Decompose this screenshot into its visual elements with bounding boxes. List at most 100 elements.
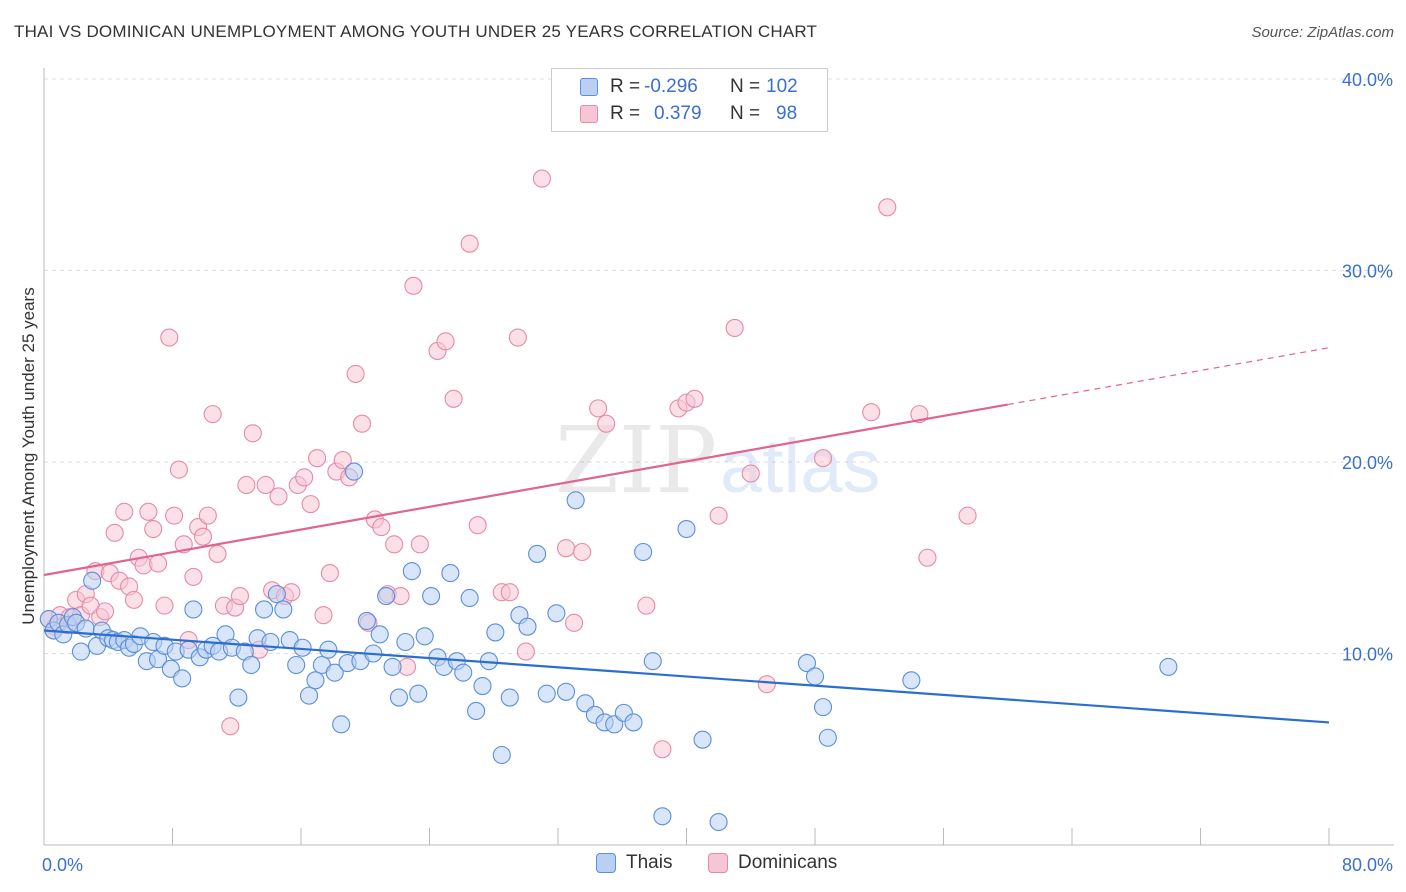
data-point bbox=[709, 812, 728, 832]
data-point bbox=[274, 600, 293, 619]
data-point bbox=[287, 655, 306, 675]
data-point bbox=[565, 613, 584, 632]
data-point bbox=[685, 389, 704, 408]
data-point bbox=[537, 684, 556, 703]
data-point bbox=[797, 654, 817, 673]
stats-row-thais: R = -0.296 N = 102 bbox=[552, 74, 827, 100]
data-point bbox=[634, 542, 653, 562]
trend-line-dominicans bbox=[43, 403, 1008, 577]
data-point bbox=[508, 328, 527, 347]
grid-lines bbox=[44, 78, 1394, 654]
data-point bbox=[468, 516, 487, 535]
legend-item-dominicans[interactable]: Dominicans bbox=[708, 852, 837, 874]
data-point bbox=[396, 632, 415, 652]
y-tick-label: 40.0% bbox=[1342, 70, 1393, 90]
stats-swatch-thais bbox=[580, 78, 598, 96]
data-point bbox=[352, 414, 372, 433]
data-point bbox=[314, 606, 333, 625]
data-point bbox=[385, 535, 404, 554]
data-point bbox=[237, 475, 256, 495]
data-point bbox=[160, 328, 179, 347]
data-point bbox=[105, 523, 124, 542]
data-point bbox=[115, 502, 134, 521]
data-point bbox=[139, 502, 158, 521]
tick-labels: 10.0% 20.0% 30.0% 40.0% 0.0% 80.0% bbox=[42, 70, 1393, 875]
data-point bbox=[643, 652, 662, 671]
data-point bbox=[473, 677, 492, 696]
data-point bbox=[242, 655, 261, 675]
data-point bbox=[184, 600, 203, 619]
data-point bbox=[124, 590, 143, 609]
data-point bbox=[653, 807, 672, 826]
data-point bbox=[677, 519, 696, 539]
data-point bbox=[83, 571, 102, 590]
data-point bbox=[165, 506, 184, 525]
legend-item-thais[interactable]: Thais bbox=[596, 852, 672, 874]
trend-line-dominicans-extension bbox=[1007, 347, 1330, 406]
data-point bbox=[500, 688, 519, 707]
data-point bbox=[492, 745, 511, 765]
y-tick-label: 30.0% bbox=[1342, 262, 1393, 282]
data-point bbox=[725, 318, 744, 338]
data-point bbox=[573, 542, 592, 562]
data-point bbox=[637, 596, 656, 615]
data-point bbox=[377, 586, 396, 606]
data-point bbox=[357, 611, 376, 630]
data-point bbox=[441, 564, 460, 583]
data-point bbox=[556, 682, 576, 701]
data-point bbox=[267, 585, 286, 604]
data-point bbox=[148, 554, 168, 573]
series-thais bbox=[39, 462, 1178, 832]
data-point bbox=[332, 715, 351, 734]
stats-swatch-dominicans bbox=[580, 105, 598, 123]
data-point bbox=[902, 671, 921, 690]
data-point bbox=[193, 527, 213, 546]
data-point bbox=[169, 460, 188, 479]
data-point bbox=[173, 669, 192, 688]
data-point bbox=[230, 586, 250, 606]
data-point bbox=[597, 414, 616, 433]
data-point bbox=[95, 602, 115, 621]
data-point bbox=[486, 623, 505, 642]
data-point bbox=[566, 491, 585, 510]
r-label: R = bbox=[610, 103, 641, 124]
data-point bbox=[624, 713, 643, 732]
data-point bbox=[436, 332, 455, 351]
data-point bbox=[208, 544, 227, 563]
data-point bbox=[256, 475, 275, 495]
data-point bbox=[460, 588, 479, 608]
data-point bbox=[409, 684, 428, 703]
data-point bbox=[404, 276, 423, 295]
n-label: N = bbox=[730, 76, 761, 97]
data-point bbox=[383, 657, 402, 676]
legend-label-thais: Thais bbox=[626, 852, 673, 873]
data-point bbox=[454, 663, 473, 682]
data-point bbox=[500, 583, 519, 602]
data-point bbox=[532, 169, 551, 188]
data-point bbox=[757, 675, 776, 694]
trend-lines bbox=[43, 347, 1330, 724]
data-point bbox=[299, 686, 319, 705]
y-tick-label: 20.0% bbox=[1342, 453, 1393, 473]
y-axis-label: Unemployment Among Youth under 25 years bbox=[19, 287, 38, 624]
data-point bbox=[184, 567, 203, 586]
data-point bbox=[813, 449, 833, 468]
data-point bbox=[805, 667, 825, 686]
data-point bbox=[333, 451, 352, 470]
data-point bbox=[653, 740, 672, 759]
data-point bbox=[370, 625, 389, 644]
r-value-dominicans: 0.379 bbox=[654, 103, 702, 124]
data-point bbox=[741, 464, 760, 483]
source-label: Source: ZipAtlas.com bbox=[1251, 24, 1394, 41]
data-point bbox=[516, 642, 535, 661]
x-tick-label: 80.0% bbox=[1342, 855, 1393, 875]
data-point bbox=[203, 405, 222, 424]
n-label: N = bbox=[730, 103, 761, 124]
data-point bbox=[269, 487, 288, 506]
data-point bbox=[389, 688, 409, 707]
stats-legend: R = -0.296 N = 102 R = 0.379 N = 98 bbox=[551, 68, 828, 132]
data-point bbox=[198, 506, 217, 525]
series-dominicans bbox=[39, 169, 977, 759]
data-point bbox=[918, 548, 937, 567]
data-point bbox=[528, 544, 547, 563]
